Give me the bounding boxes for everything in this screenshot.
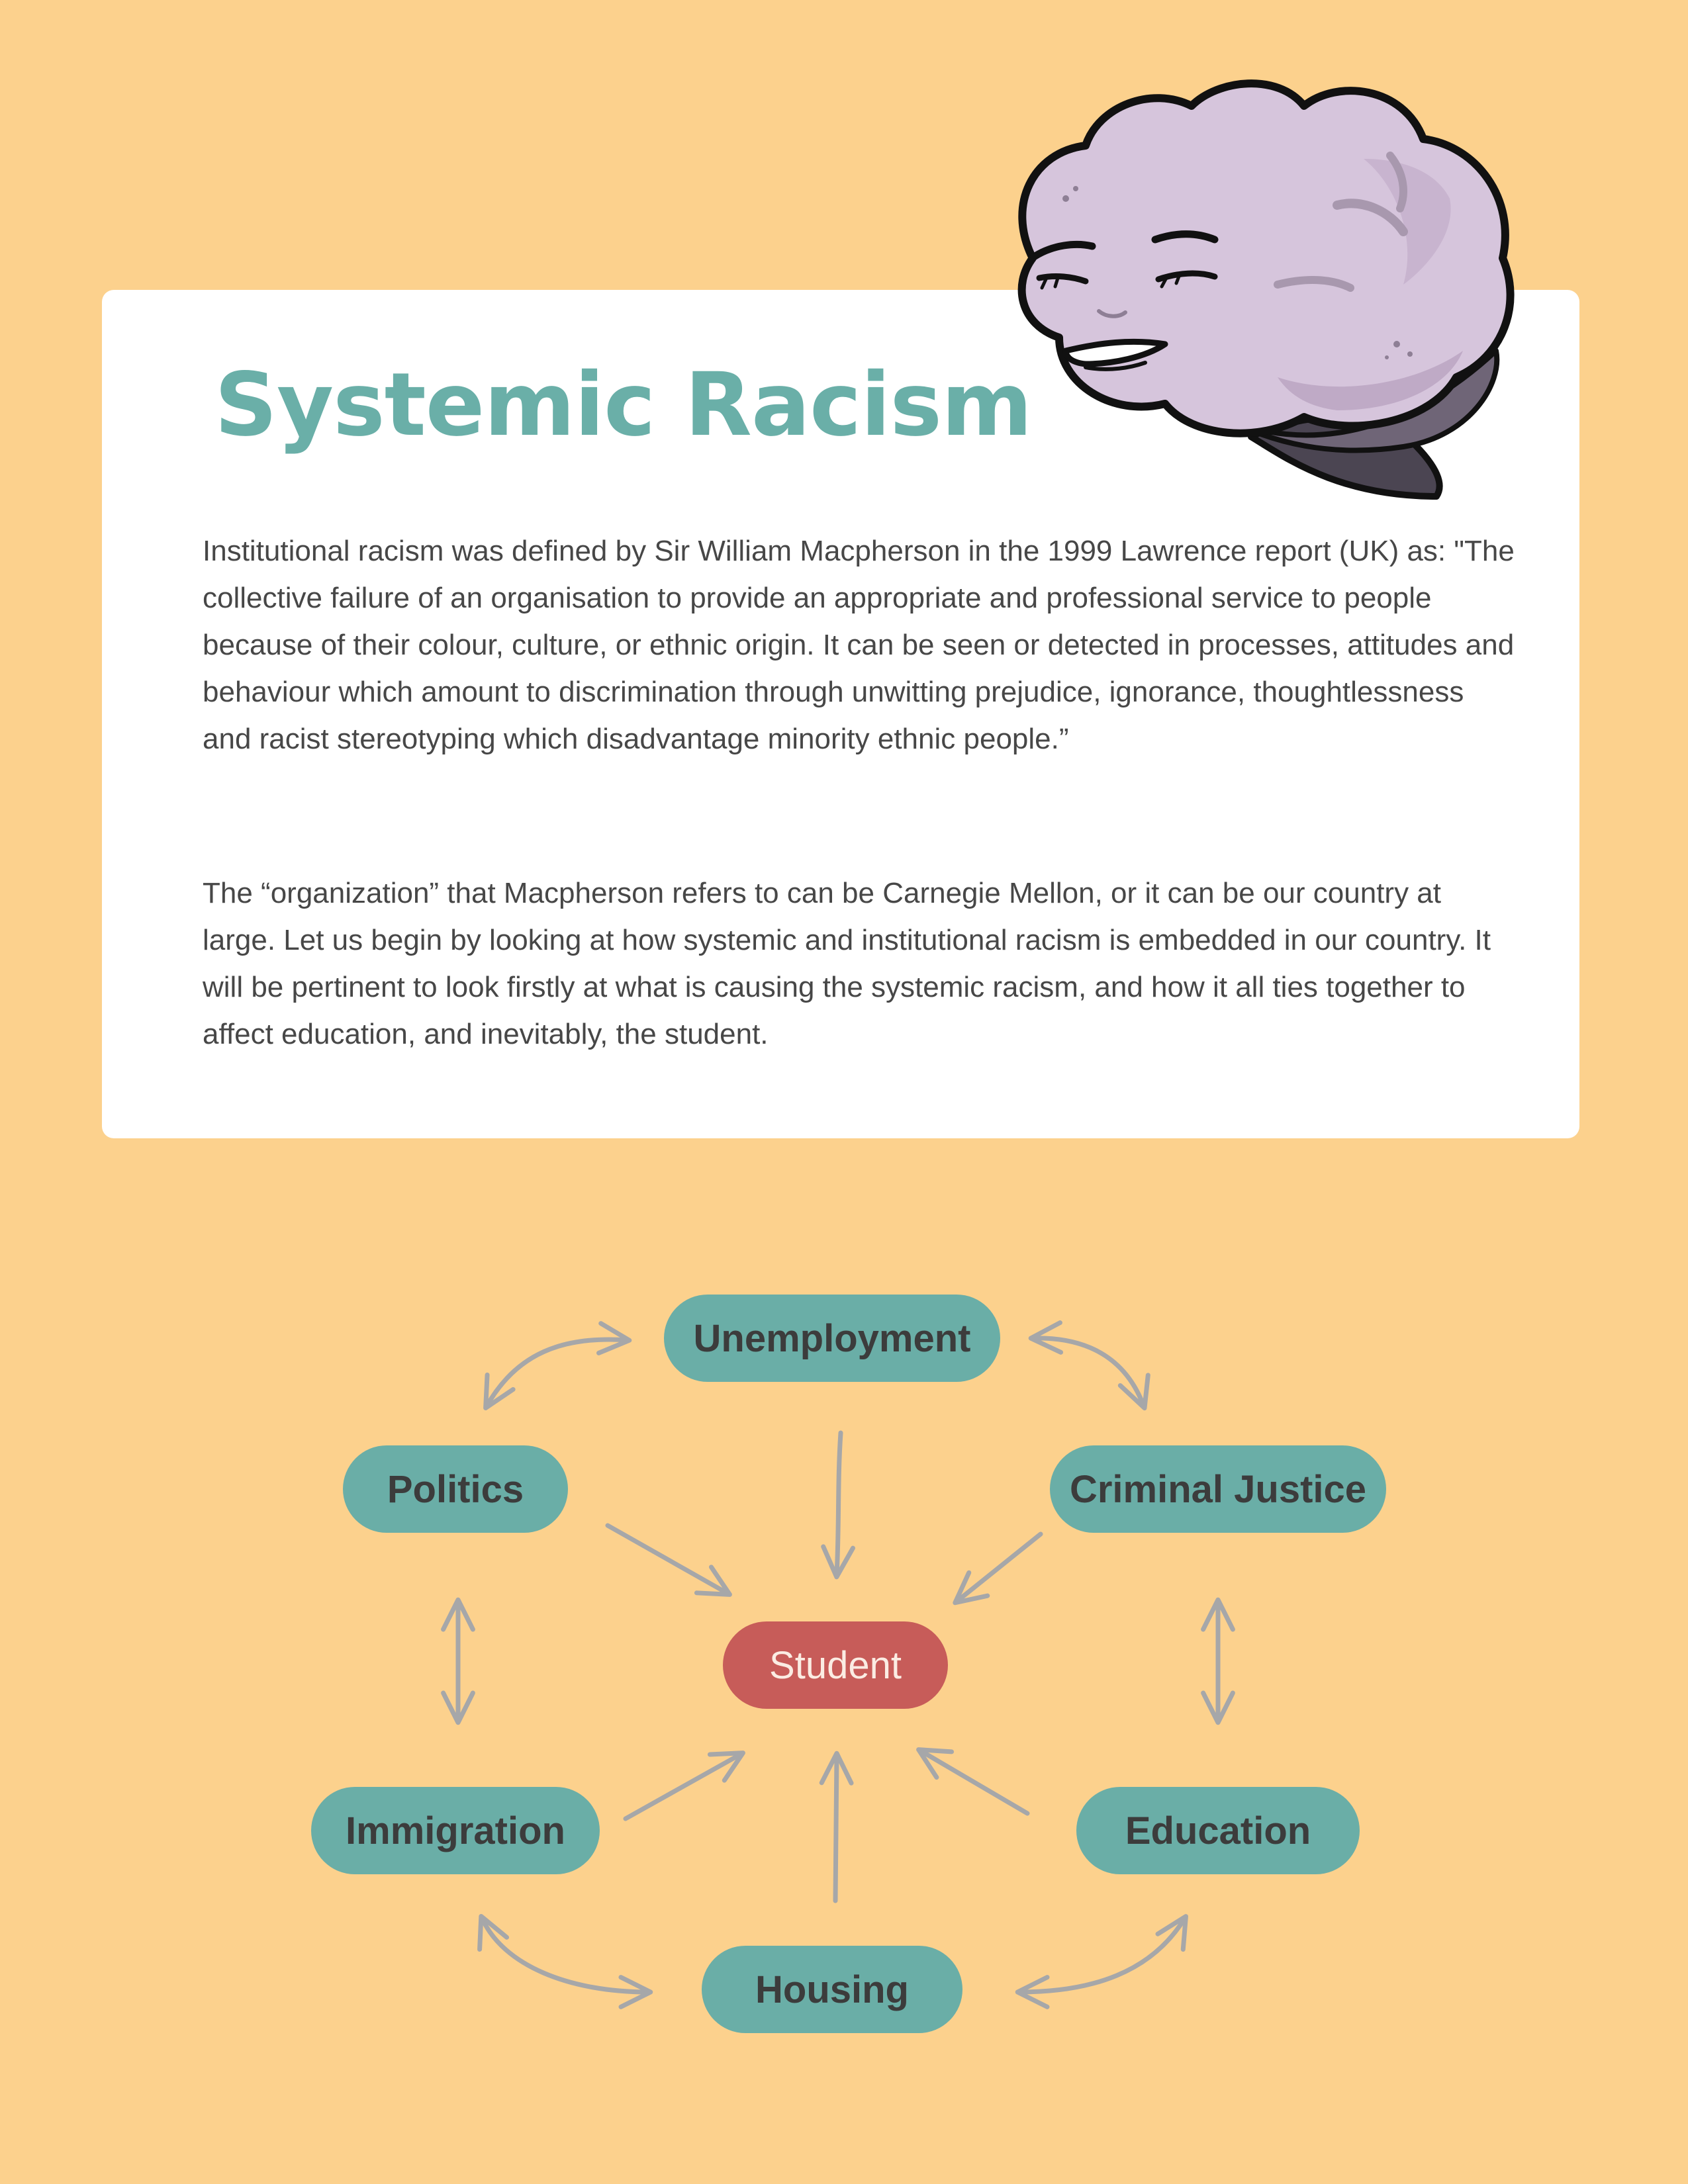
node-unemployment: Unemployment — [664, 1295, 1000, 1382]
node-criminal-justice: Criminal Justice — [1050, 1445, 1386, 1533]
page-title: Systemic Racism — [214, 354, 1033, 456]
edge-immigration-to-student — [623, 1751, 745, 1821]
edge-layer — [441, 1320, 1235, 2009]
node-politics: Politics — [343, 1445, 568, 1533]
edge-politics-to-unemployment — [483, 1321, 632, 1410]
definition-paragraph: Institutional racism was defined by Sir … — [203, 535, 1515, 755]
node-immigration: Immigration — [311, 1787, 600, 1874]
edge-unemployment-to-student — [821, 1430, 855, 1580]
node-housing: Housing — [702, 1946, 962, 2033]
edge-criminal-justice-to-student — [953, 1531, 1043, 1606]
node-student: Student — [723, 1621, 948, 1709]
brain-character-icon — [1017, 79, 1515, 500]
node-education: Education — [1076, 1787, 1360, 1874]
edge-unemployment-to-criminal-justice — [1028, 1320, 1150, 1411]
edge-immigration-to-housing — [477, 1913, 653, 2009]
edge-housing-to-student — [819, 1751, 854, 1903]
edge-education-to-student — [916, 1747, 1030, 1816]
edge-politics-to-student — [605, 1523, 732, 1597]
edge-housing-to-education — [1015, 1914, 1188, 2009]
context-paragraph: The “organization” that Macpherson refer… — [203, 877, 1491, 1050]
